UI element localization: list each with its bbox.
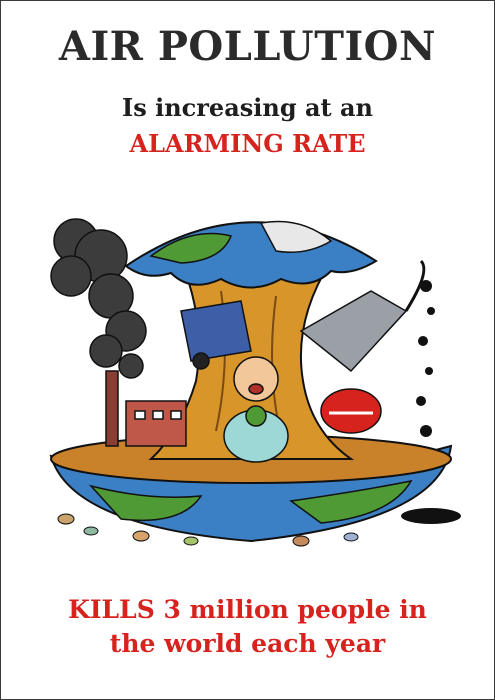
monster-icon (320, 388, 382, 434)
footer-line-1: KILLS 3 million people in (68, 595, 427, 624)
subtitle-line-2: ALARMING RATE (129, 129, 366, 158)
subtitle-line-1: Is increasing at an (122, 93, 373, 122)
pebbles-icon (57, 513, 359, 547)
factory-icon (105, 370, 187, 447)
car-icon (180, 300, 252, 370)
poster-title: AIR POLLUTION (58, 23, 437, 70)
eaten-earth-illustration (49, 218, 461, 547)
oil-drips-icon (401, 280, 461, 524)
smoke-cloud-icon (50, 218, 147, 379)
crying-baby-icon (223, 356, 289, 463)
ship-icon (299, 259, 426, 373)
footer-line-2: the world each year (109, 629, 386, 658)
